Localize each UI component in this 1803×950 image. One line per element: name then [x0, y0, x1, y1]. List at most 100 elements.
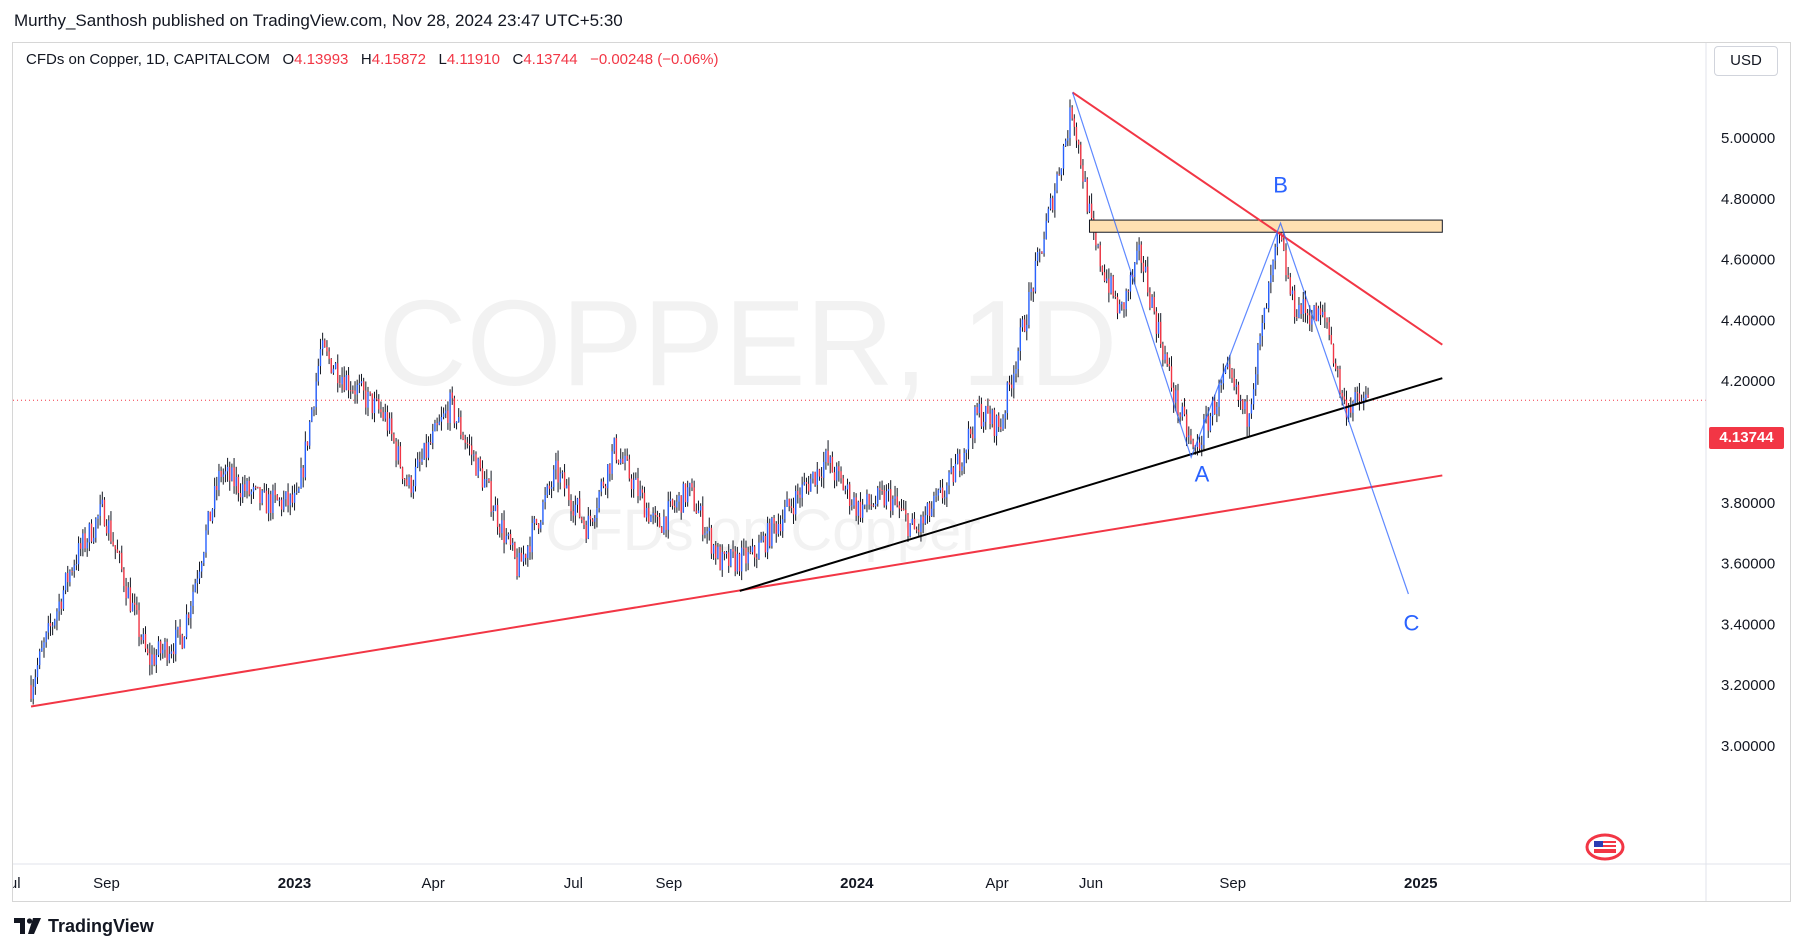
candle-up	[801, 484, 803, 498]
candle-down	[365, 390, 367, 408]
candle-up	[438, 421, 440, 425]
candle-down	[1023, 319, 1026, 332]
candle-down	[883, 490, 885, 506]
candle-up	[751, 546, 754, 553]
candle-up	[1317, 308, 1320, 322]
candle-up	[34, 677, 37, 687]
candle-up	[1129, 274, 1132, 292]
candle-up	[1164, 354, 1166, 360]
candle-up	[712, 545, 715, 554]
us-flag-icon[interactable]	[1585, 832, 1625, 862]
candle-up	[358, 383, 361, 385]
candle-down	[464, 439, 466, 443]
candle-up	[1259, 336, 1261, 345]
candle-up	[1134, 262, 1136, 277]
candle-down	[265, 490, 268, 514]
time-tick-label: Sep	[93, 875, 120, 892]
candle-up	[164, 641, 166, 650]
resistance-zone[interactable]	[1088, 219, 1443, 233]
candle-up	[1043, 239, 1045, 254]
candle-down	[820, 476, 823, 478]
candle-down	[790, 506, 793, 508]
candle-down	[257, 486, 259, 488]
candle-up	[45, 632, 47, 643]
candle-up	[689, 483, 691, 488]
resistance-trendline[interactable]	[1071, 91, 1443, 346]
candle-up	[32, 686, 34, 699]
support-trendline[interactable]	[739, 377, 1443, 592]
price-chart[interactable]: COPPER, 1D CFDs on Copper A B C 5.00000 4.8…	[13, 43, 1790, 901]
candle-up	[574, 504, 577, 516]
candle-down	[460, 417, 462, 435]
candle-down	[1296, 316, 1298, 318]
candle-up	[846, 484, 849, 490]
time-tick-label: Sep	[656, 875, 683, 892]
candle-down	[1142, 262, 1145, 272]
candle-down	[406, 479, 408, 486]
candle-up	[760, 540, 762, 543]
candle-up	[289, 494, 291, 506]
candle-down	[1112, 276, 1114, 296]
candle-up	[278, 499, 281, 501]
candle-down	[330, 358, 332, 373]
candle-down	[371, 393, 374, 414]
candle-up	[632, 479, 635, 490]
drawings-layer[interactable]: A B C	[30, 91, 1443, 708]
candle-up	[1039, 251, 1041, 253]
candle-up	[296, 491, 298, 493]
candle-up	[1069, 107, 1071, 139]
candle-down	[105, 525, 108, 534]
candle-down	[123, 569, 125, 587]
candle-down	[1192, 440, 1194, 447]
candle-down	[1326, 317, 1328, 323]
candle-down	[138, 610, 140, 637]
candle-up	[492, 511, 494, 513]
candle-down	[993, 409, 996, 436]
symbol-legend: CFDs on Copper, 1D, CAPITALCOM O4.13993 …	[26, 48, 723, 72]
price-tick-label: 3.80000	[1721, 495, 1775, 512]
candle-down	[557, 460, 559, 483]
candle-down	[792, 507, 795, 515]
candle-down	[447, 410, 449, 423]
time-axis[interactable]: Jul Sep 2023 Apr Jul Sep 2024 Apr Jun Sep 2025	[13, 875, 1437, 892]
candle-down	[1367, 394, 1369, 398]
candle-up	[1347, 407, 1350, 418]
candle-up	[587, 515, 590, 539]
legend-high-label: H	[360, 51, 372, 68]
candle-down	[913, 518, 916, 530]
candle-up	[127, 587, 129, 599]
candle-down	[1108, 278, 1110, 293]
candle-down	[481, 468, 484, 488]
candle-up	[473, 454, 475, 456]
candle-up	[911, 518, 914, 524]
candle-up	[86, 542, 88, 549]
candle-down	[188, 614, 190, 619]
candle-down	[425, 443, 428, 458]
candle-down	[855, 497, 857, 516]
candle-down	[799, 494, 801, 498]
candle-up	[1125, 290, 1127, 310]
abc-wave-line[interactable]	[1071, 92, 1409, 595]
candle-up	[455, 421, 458, 424]
candle-up	[261, 490, 263, 504]
candle-up	[1036, 252, 1039, 261]
candle-down	[419, 459, 421, 462]
currency-button[interactable]: USD	[1714, 46, 1778, 76]
candle-down	[1315, 305, 1317, 322]
candle-up	[38, 651, 41, 666]
candle-up	[736, 553, 739, 572]
candle-up	[527, 546, 529, 558]
candle-down	[728, 552, 730, 566]
footer-brand[interactable]: TradingView	[14, 908, 154, 944]
candle-down	[378, 399, 380, 410]
candle-up	[1034, 260, 1037, 292]
candle-down	[1285, 250, 1287, 276]
candle-down	[324, 340, 326, 348]
candle-up	[62, 590, 65, 609]
candle-up	[613, 438, 615, 452]
candle-up	[311, 409, 313, 422]
time-tick-label: 2024	[840, 875, 874, 892]
candle-up	[598, 491, 600, 508]
candle-up	[730, 549, 732, 566]
long-term-trendline[interactable]	[30, 474, 1443, 708]
